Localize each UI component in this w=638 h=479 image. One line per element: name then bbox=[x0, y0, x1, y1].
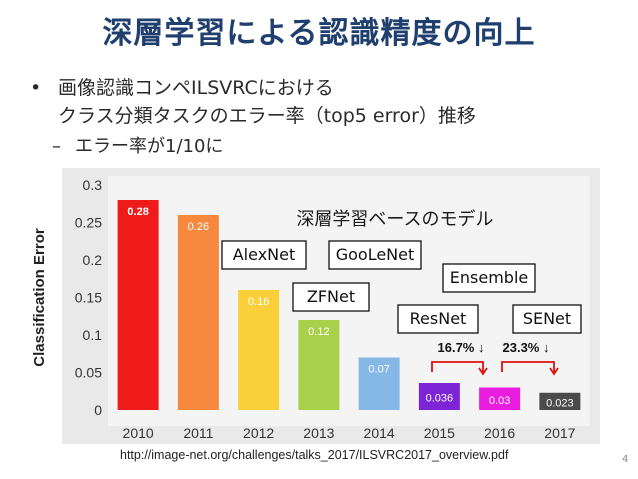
model-label: GooLeNet bbox=[336, 245, 415, 264]
slide-title: 深層学習による認識精度の向上 bbox=[102, 16, 536, 51]
x-tick-label: 2010 bbox=[123, 425, 154, 441]
bar-value-label: 0.023 bbox=[546, 397, 574, 409]
sub-bullet-text: エラー率が1/10に bbox=[75, 136, 224, 157]
bullet-text: 画像認識コンペILSVRCにおける クラス分類タスクのエラー率（top5 err… bbox=[58, 77, 476, 127]
bar-value-label: 0.16 bbox=[248, 296, 269, 308]
model-label-box bbox=[328, 240, 422, 270]
bar-value-label: 0.12 bbox=[308, 326, 329, 338]
bar bbox=[418, 383, 460, 410]
bar-value-label: 0.26 bbox=[188, 221, 209, 233]
reduction-arrowhead bbox=[549, 367, 559, 376]
model-label: AlexNet bbox=[233, 245, 296, 264]
x-tick-label: 2014 bbox=[364, 425, 395, 441]
bar-value-label: 0.036 bbox=[426, 393, 454, 405]
deep-learning-label: 深層学習ベースのモデル bbox=[296, 209, 493, 230]
y-tick-label: 0.2 bbox=[83, 252, 103, 268]
bar bbox=[238, 290, 280, 410]
reduction-bracket bbox=[501, 361, 555, 372]
y-tick-label: 0 bbox=[94, 402, 102, 418]
bar bbox=[539, 392, 581, 410]
bar-value-label: 0.07 bbox=[368, 364, 389, 376]
model-label-box bbox=[397, 304, 479, 334]
x-tick-label: 2013 bbox=[303, 425, 334, 441]
y-tick-label: 0.3 bbox=[83, 177, 103, 193]
reduction-arrowhead bbox=[478, 367, 488, 376]
model-label-box bbox=[442, 263, 536, 293]
x-tick-label: 2011 bbox=[183, 425, 213, 441]
x-tick-label: 2016 bbox=[484, 425, 515, 441]
bar bbox=[479, 387, 521, 410]
sub-bullet: – エラー率が1/10に bbox=[52, 132, 223, 158]
y-tick-label: 0.25 bbox=[75, 215, 102, 231]
y-tick-label: 0.1 bbox=[83, 327, 103, 343]
y-tick-label: 0.05 bbox=[75, 365, 102, 381]
x-tick-label: 2015 bbox=[424, 425, 455, 441]
model-label-box bbox=[512, 304, 582, 334]
bar-value-label: 0.03 bbox=[489, 395, 510, 407]
bar-value-label: 0.28 bbox=[127, 206, 148, 218]
y-axis-label: Classification Error bbox=[31, 228, 48, 367]
bar bbox=[298, 320, 340, 410]
model-label: Ensemble bbox=[450, 268, 528, 287]
model-label-box bbox=[292, 282, 370, 312]
bar bbox=[177, 215, 219, 410]
page-number: 4 bbox=[622, 454, 629, 465]
model-label: SENet bbox=[523, 309, 571, 328]
bar bbox=[358, 357, 400, 410]
x-tick-label: 2012 bbox=[243, 425, 274, 441]
model-label-box bbox=[221, 240, 307, 270]
bar bbox=[117, 200, 159, 410]
reduction-label: 23.3% ↓ bbox=[503, 340, 550, 355]
reduction-label: 16.7% ↓ bbox=[438, 340, 485, 355]
reduction-bracket bbox=[431, 361, 484, 372]
source-url: http://image-net.org/challenges/talks_20… bbox=[120, 448, 509, 462]
x-tick-label: 2017 bbox=[544, 425, 575, 441]
model-label: ZFNet bbox=[307, 287, 355, 306]
y-tick-label: 0.15 bbox=[75, 290, 102, 306]
sub-bullet-symbol: – bbox=[52, 136, 61, 157]
model-label: ResNet bbox=[410, 309, 467, 328]
bullet-symbol: • bbox=[30, 77, 42, 99]
